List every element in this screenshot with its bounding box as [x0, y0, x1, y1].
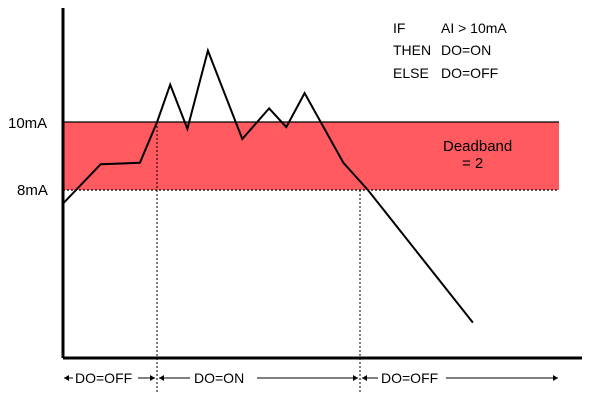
then-action: DO=ON: [441, 42, 491, 58]
if-keyword: IF: [393, 20, 405, 36]
upper-threshold-label: 10mA: [8, 115, 47, 132]
else-action: DO=OFF: [441, 65, 498, 81]
state-on: DO=ON: [159, 370, 358, 386]
then-keyword: THEN: [393, 42, 431, 58]
state-off-before-label: DO=OFF: [75, 370, 132, 386]
deadband-band: [63, 122, 559, 190]
state-on-label: DO=ON: [194, 370, 244, 386]
if-condition: AI > 10mA: [441, 20, 507, 36]
deadband-label: Deadband: [443, 138, 512, 155]
lower-threshold-label: 8mA: [17, 182, 48, 199]
state-off-after-label: DO=OFF: [381, 370, 438, 386]
state-off-after: DO=OFF: [362, 370, 558, 386]
signal-trace: [62, 47, 474, 324]
deadband-value: = 2: [462, 155, 483, 172]
state-off-before: DO=OFF: [64, 370, 155, 386]
else-keyword: ELSE: [393, 65, 429, 81]
